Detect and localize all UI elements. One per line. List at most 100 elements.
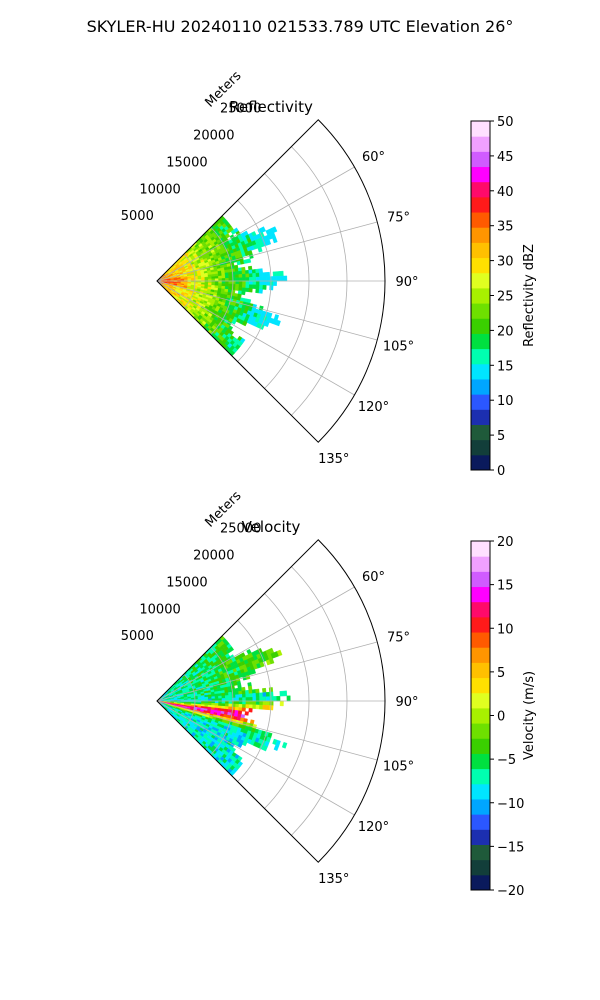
grid-spoke — [156, 166, 355, 282]
colorbar: 0 5 10 15 20 25 30 35 40 45 50 Reflectivity dBZ — [470, 115, 537, 479]
reflectivity-panel: Reflectivity60°75°90°105°120°135°5000100… — [121, 68, 537, 479]
radar-cell — [252, 704, 257, 709]
radar-cell — [264, 320, 270, 328]
radar-cell — [242, 280, 247, 285]
grid-spoke — [156, 586, 355, 702]
radar-cell — [255, 704, 260, 710]
radar-cell — [258, 268, 263, 274]
colorbar-bin — [471, 439, 490, 456]
radar-cell — [272, 696, 277, 702]
radar-cell — [269, 276, 274, 282]
colorbar: −20 −15 −10 −5 0 5 10 15 20 Velocity (m/s) — [470, 535, 537, 899]
theta-tick-label: 105° — [383, 760, 414, 775]
radar-cell — [228, 646, 235, 652]
radar-cell — [228, 283, 233, 288]
velocity-panel: Velocity 60° 75° 90° 105° 120° 135° 5000 10000 15… — [121, 488, 537, 899]
radar-cell — [258, 288, 263, 294]
theta-tick-label: 75° — [387, 630, 410, 645]
colorbar-tick-label: 10 — [497, 622, 514, 637]
radar-cell — [245, 700, 250, 705]
radar-cell — [255, 284, 260, 290]
colorbar-bin — [471, 272, 490, 289]
radar-cell — [241, 270, 246, 275]
radar-cell — [249, 280, 253, 285]
radar-cell — [238, 284, 243, 288]
colorbar-bin — [471, 783, 490, 800]
radar-cell — [276, 649, 283, 657]
radar-cell — [279, 270, 284, 277]
radar-cell — [273, 744, 280, 751]
radar-cell — [238, 700, 243, 705]
radar-cell — [255, 696, 260, 702]
colorbar-tick-label: −10 — [497, 797, 524, 812]
colorbar-bin — [471, 859, 490, 876]
theta-tick-label: 60° — [362, 570, 385, 585]
radar-cell — [245, 269, 250, 275]
radar-cell — [214, 695, 219, 699]
radar-cell — [259, 272, 264, 278]
colorbar-bin — [471, 257, 490, 274]
radar-cell — [237, 742, 243, 749]
radar-cell — [225, 280, 230, 285]
colorbar-bin — [471, 424, 490, 441]
radar-cell — [221, 280, 226, 284]
colorbar-bin — [471, 586, 490, 603]
grid-spoke — [156, 221, 378, 282]
radar-cell — [248, 708, 253, 713]
radar-cell — [221, 700, 226, 704]
radar-cell — [241, 287, 246, 292]
radar-cell — [266, 280, 271, 286]
polar-frame — [156, 539, 386, 863]
colorbar-bin — [471, 303, 490, 319]
theta-tick-label: 120° — [358, 820, 389, 835]
radial-tick-label: 5000 — [121, 629, 154, 644]
colorbar-tick-label: 0 — [497, 464, 505, 479]
radial-tick-label: 20000 — [193, 129, 234, 144]
radar-cell — [266, 700, 271, 706]
radar-cell — [249, 700, 253, 705]
radar-cell — [252, 696, 257, 702]
colorbar-tick-label: 25 — [497, 290, 514, 305]
radial-tick-label: 20000 — [193, 549, 234, 564]
radar-cell — [279, 690, 284, 697]
radar-cell — [235, 277, 240, 282]
radar-cell — [238, 287, 243, 292]
radar-cell — [255, 272, 260, 278]
radar-cell — [218, 275, 223, 279]
colorbar-tick-label: 20 — [497, 324, 514, 339]
radar-cell — [266, 696, 271, 702]
radar-cell — [259, 284, 264, 290]
grid-spoke — [156, 280, 378, 341]
radar-cell — [242, 273, 247, 278]
colorbar-bin — [471, 556, 490, 572]
radar-cell — [238, 280, 243, 285]
colorbar-tick-label: 15 — [497, 359, 514, 374]
radar-cell — [265, 239, 272, 246]
radar-cell — [224, 283, 229, 287]
radar-cell — [221, 272, 226, 277]
radar-cell — [211, 696, 216, 700]
radar-cell — [242, 697, 247, 702]
radar-cell — [245, 689, 250, 695]
radar-cell — [269, 280, 274, 286]
radar-cell — [244, 711, 249, 716]
radar-cell — [259, 661, 265, 668]
radar-cell — [269, 285, 274, 291]
radar-cell — [241, 690, 246, 695]
radar-cell — [242, 277, 247, 282]
colorbar-bin — [471, 829, 490, 845]
radial-tick-label: 15000 — [166, 155, 207, 170]
radar-cell — [269, 705, 274, 711]
radar-cell — [283, 275, 288, 282]
radar-cell — [204, 276, 209, 280]
radar-cell — [255, 700, 260, 706]
radar-cell — [262, 272, 267, 278]
radar-cell — [242, 693, 247, 698]
radial-tick-label: 5000 — [121, 209, 154, 224]
radar-cell — [238, 690, 243, 695]
colorbar-bin — [471, 394, 490, 410]
radar-cell — [269, 700, 274, 706]
radar-cell — [257, 246, 263, 253]
radar-cell — [235, 280, 240, 285]
